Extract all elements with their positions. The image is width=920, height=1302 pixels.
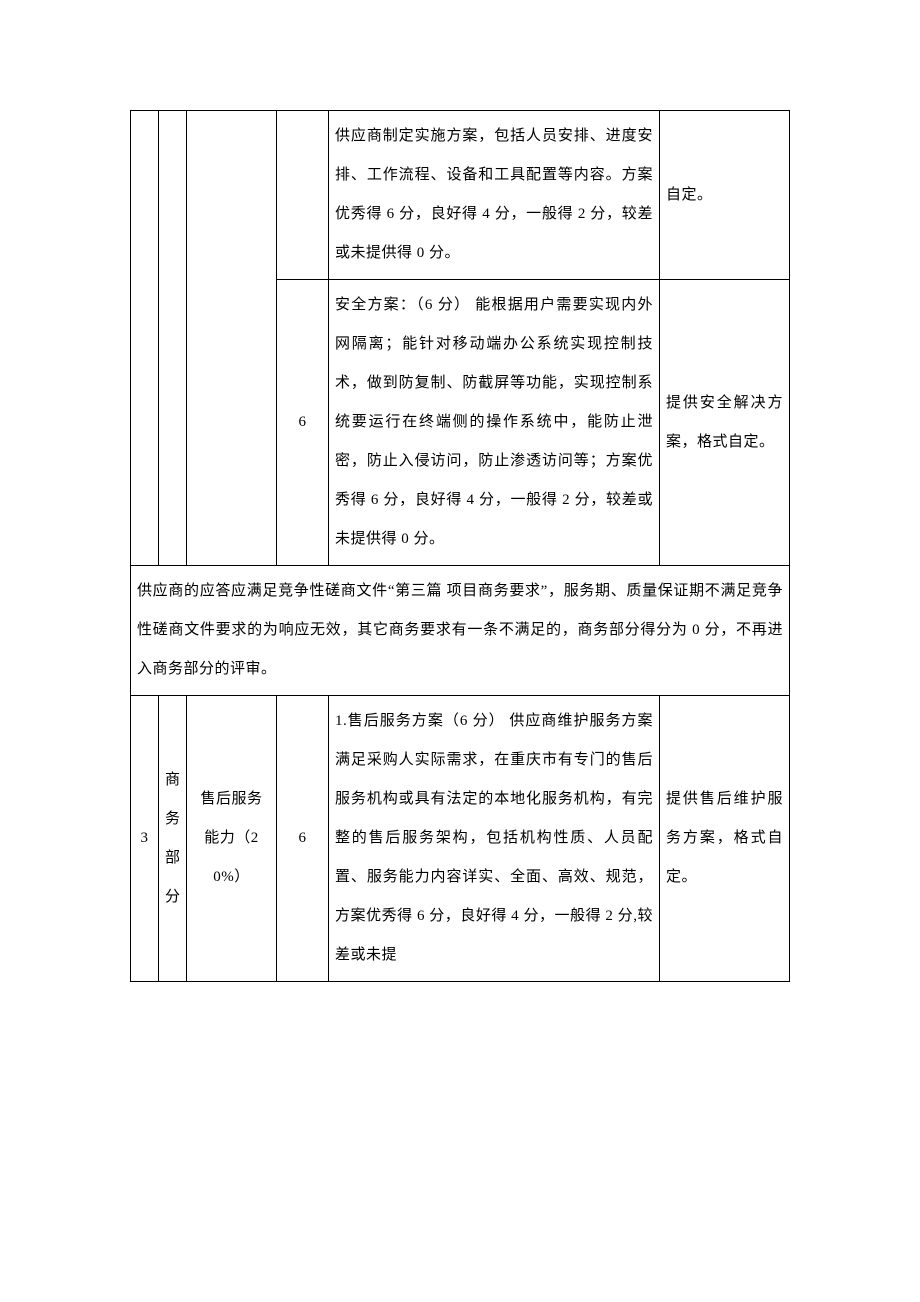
cell-note-r4: 提供售后维护服务方案，格式自定。: [660, 696, 790, 982]
cell-cat-r4: 商务部分: [159, 696, 187, 982]
cell-cat-blank: [159, 111, 187, 566]
cell-desc-r4: 1.售后服务方案（6 分） 供应商维护服务方案满足采购人实际需求，在重庆市有专门…: [329, 696, 660, 982]
cell-desc-r2: 安全方案：（6 分） 能根据用户需要实现内外网隔离；能针对移动端办公系统实现控制…: [329, 280, 660, 566]
cell-pts-r2: 6: [277, 280, 329, 566]
cell-pts-r4: 6: [277, 696, 329, 982]
cell-item-blank: [187, 111, 277, 566]
table-row: 3 商务部分 售后服务能力（20%） 6 1.售后服务方案（6 分） 供应商维护…: [131, 696, 790, 982]
cell-note-r1: 自定。: [660, 111, 790, 280]
table-row: 供应商制定实施方案，包括人员安排、进度安排、工作流程、设备和工具配置等内容。方案…: [131, 111, 790, 280]
document-page: 供应商制定实施方案，包括人员安排、进度安排、工作流程、设备和工具配置等内容。方案…: [0, 0, 920, 1042]
cell-idx-r4: 3: [131, 696, 159, 982]
table-row-full: 供应商的应答应满足竞争性磋商文件“第三篇 项目商务要求”，服务期、质量保证期不满…: [131, 566, 790, 696]
cell-full-note: 供应商的应答应满足竞争性磋商文件“第三篇 项目商务要求”，服务期、质量保证期不满…: [131, 566, 790, 696]
cell-item-r4: 售后服务能力（20%）: [187, 696, 277, 982]
cell-pts-r1: [277, 111, 329, 280]
cell-idx-blank: [131, 111, 159, 566]
cell-desc-r1: 供应商制定实施方案，包括人员安排、进度安排、工作流程、设备和工具配置等内容。方案…: [329, 111, 660, 280]
cell-note-r2: 提供安全解决方案，格式自定。: [660, 280, 790, 566]
scoring-table: 供应商制定实施方案，包括人员安排、进度安排、工作流程、设备和工具配置等内容。方案…: [130, 110, 790, 982]
